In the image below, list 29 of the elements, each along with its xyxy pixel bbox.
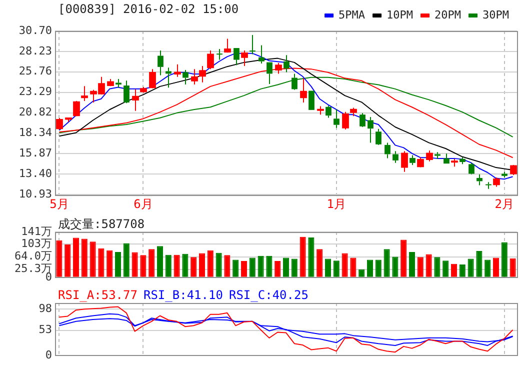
legend-label: 20PM: [434, 8, 462, 22]
y-tick-label: 141万: [21, 224, 52, 238]
y-tick-label: 30.70: [18, 24, 52, 37]
y-tick-label: 0: [45, 270, 52, 284]
x-tick-label: 2月: [494, 196, 514, 211]
x-tick-label: 1月: [326, 196, 346, 211]
y-tick-label: 15.87: [18, 146, 52, 160]
x-tick-label: 6月: [134, 196, 153, 211]
text: RSI_A:53.77: [58, 288, 138, 302]
y-tick-label: 98: [38, 302, 52, 315]
chart-title: [000839] 2016-02-02 15:00: [58, 2, 239, 16]
legend-label: 5PMA: [338, 8, 366, 22]
y-tick-label: 23.29: [18, 85, 52, 98]
x-tick-label: 5月: [50, 196, 69, 211]
y-tick-label: 0: [45, 348, 52, 362]
y-tick-label: 28.23: [18, 44, 52, 58]
y-tick-label: 103万: [21, 237, 52, 250]
y-tick-label: 10.93: [18, 187, 52, 200]
y-tick-label: 20.82: [18, 106, 52, 119]
text: 成交量:587708: [58, 217, 145, 231]
legend-label: 30PM: [482, 8, 510, 22]
legend-label: 10PM: [386, 8, 414, 22]
text: RSI_B:41.10: [143, 288, 223, 302]
y-tick-label: 18.34: [18, 126, 52, 140]
y-tick-label: 53: [38, 323, 52, 336]
y-tick-label: 13.40: [18, 167, 52, 180]
y-tick-label: 64.0万: [14, 250, 52, 263]
y-tick-label: 25.76: [18, 64, 52, 78]
text: RSI_C:40.25: [228, 288, 308, 302]
